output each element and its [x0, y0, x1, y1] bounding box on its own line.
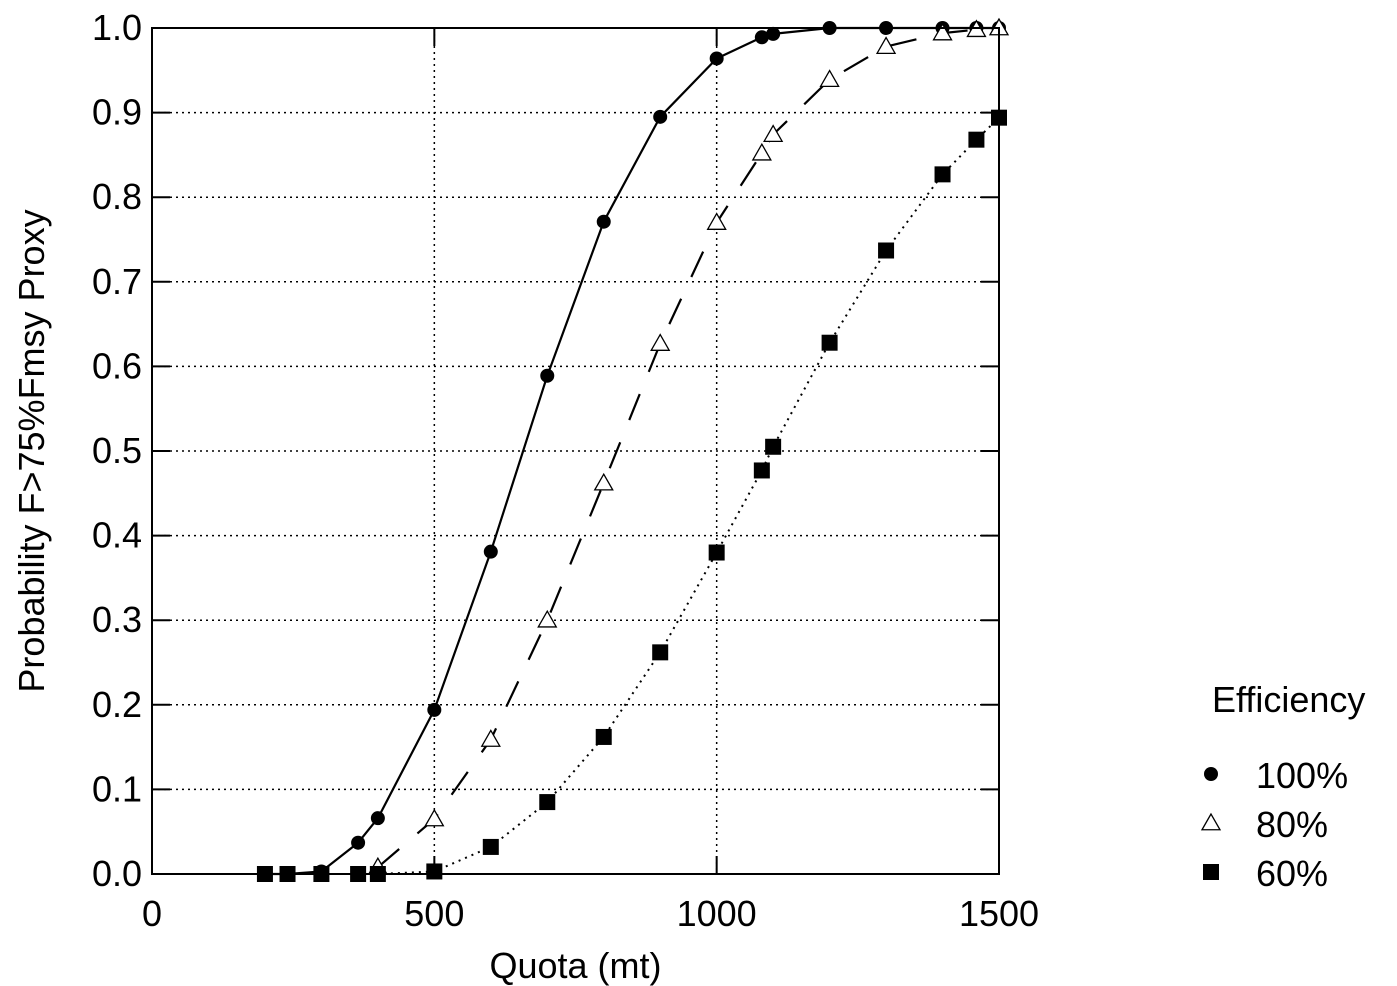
- y-tick-label: 0.0: [92, 853, 142, 894]
- data-point: [765, 438, 782, 455]
- data-point: [351, 835, 366, 850]
- data-point: [537, 609, 558, 628]
- legend-item: 60%: [1203, 853, 1328, 894]
- y-tick-label: 0.9: [92, 92, 142, 133]
- data-point: [754, 30, 769, 45]
- legend-label: 80%: [1256, 804, 1328, 845]
- data-point: [483, 544, 498, 559]
- y-tick-label: 0.2: [92, 684, 142, 725]
- x-axis-label: Quota (mt): [489, 945, 661, 986]
- y-tick-label: 0.4: [92, 515, 142, 556]
- data-point: [539, 794, 556, 811]
- data-point: [932, 22, 953, 41]
- y-tick-label: 0.6: [92, 345, 142, 386]
- data-point: [753, 462, 770, 479]
- legend-label: 60%: [1256, 853, 1328, 894]
- legend-marker: [1200, 812, 1222, 831]
- series-triangle: [367, 17, 1010, 875]
- legend-item: 100%: [1204, 755, 1348, 796]
- data-point: [652, 644, 669, 661]
- data-point: [708, 544, 725, 561]
- data-point: [596, 214, 611, 229]
- y-tick-label: 0.5: [92, 430, 142, 471]
- data-point: [706, 212, 727, 230]
- data-point: [370, 811, 385, 826]
- y-axis-label: Probability F>75%Fmsy Proxy: [11, 209, 52, 692]
- series-line: [264, 116, 1000, 875]
- data-point: [480, 729, 501, 747]
- data-point: [653, 109, 668, 124]
- data-point: [878, 242, 895, 259]
- data-point: [424, 808, 445, 827]
- legend-item: 80%: [1200, 804, 1328, 845]
- data-point: [968, 131, 985, 148]
- y-tick-label: 0.7: [92, 261, 142, 302]
- data-point: [650, 333, 671, 351]
- legend-label: 100%: [1256, 755, 1348, 796]
- y-tick-label: 0.3: [92, 599, 142, 640]
- legend: Efficiency 100% 80% 60%: [1200, 679, 1365, 894]
- series-line: [377, 26, 1000, 869]
- data-point: [482, 838, 499, 855]
- data-point: [709, 51, 724, 66]
- data-point: [766, 26, 781, 41]
- data-point: [751, 142, 772, 161]
- data-point: [540, 368, 555, 383]
- data-point: [819, 69, 840, 88]
- legend-marker: [1203, 864, 1219, 880]
- legend-title: Efficiency: [1212, 679, 1365, 720]
- ticks: 0.0 0.1 0.2 0.3 0.4 0.5 0.6 0.7 0.8 0.9 1.0 0 500 100…: [92, 7, 1039, 934]
- legend-marker: [1204, 767, 1218, 781]
- x-tick-label: 0: [142, 893, 162, 934]
- data-point: [934, 166, 951, 183]
- y-tick-label: 0.1: [92, 768, 142, 809]
- data-point: [763, 124, 784, 142]
- x-tick-label: 500: [404, 893, 464, 934]
- data-point: [821, 334, 838, 351]
- y-tick-label: 0.8: [92, 176, 142, 217]
- data-point: [593, 472, 614, 491]
- series-square: [256, 109, 1007, 882]
- data-point: [875, 36, 897, 55]
- data-point: [595, 728, 612, 745]
- data-point: [427, 702, 442, 717]
- series-circle: [257, 21, 1006, 881]
- grid: [152, 28, 999, 874]
- x-tick-label: 1500: [959, 893, 1039, 934]
- y-tick-label: 1.0: [92, 7, 142, 48]
- x-tick-label: 1000: [677, 893, 757, 934]
